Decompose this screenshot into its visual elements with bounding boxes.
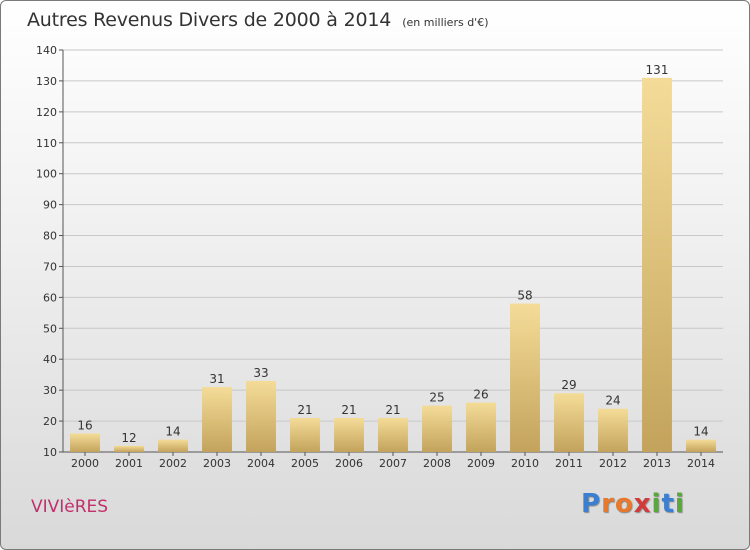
data-label: 21 bbox=[385, 403, 400, 417]
x-tick-label: 2006 bbox=[335, 457, 363, 470]
data-label: 29 bbox=[561, 378, 576, 392]
logo-letter: o bbox=[614, 489, 634, 519]
y-tick-label: 20 bbox=[43, 415, 57, 428]
data-label: 21 bbox=[341, 403, 356, 417]
y-tick-label: 10 bbox=[43, 446, 57, 459]
bar bbox=[158, 439, 188, 452]
y-tick-label: 30 bbox=[43, 384, 57, 397]
bar bbox=[422, 405, 452, 452]
bar bbox=[70, 433, 100, 452]
bar bbox=[246, 380, 276, 452]
y-tick-label: 80 bbox=[43, 230, 57, 243]
x-tick-label: 2011 bbox=[555, 457, 583, 470]
y-tick-label: 100 bbox=[36, 168, 57, 181]
x-tick-label: 2013 bbox=[643, 457, 671, 470]
x-tick-label: 2002 bbox=[159, 457, 187, 470]
bar bbox=[290, 417, 320, 452]
data-label: 131 bbox=[646, 63, 669, 77]
logo-letter: i bbox=[674, 489, 685, 519]
title-block: Autres Revenus Divers de 2000 à 2014 (en… bbox=[27, 9, 489, 31]
x-tick-label: 2008 bbox=[423, 457, 451, 470]
bar bbox=[598, 408, 628, 452]
bar bbox=[686, 439, 716, 452]
data-label: 25 bbox=[429, 391, 444, 405]
x-tick-label: 2009 bbox=[467, 457, 495, 470]
x-tick-label: 2003 bbox=[203, 457, 231, 470]
x-tick-label: 2012 bbox=[599, 457, 627, 470]
data-label: 31 bbox=[209, 372, 224, 386]
data-label: 21 bbox=[297, 403, 312, 417]
y-tick-label: 90 bbox=[43, 199, 57, 212]
y-tick-label: 120 bbox=[36, 106, 57, 119]
y-tick-label: 60 bbox=[43, 291, 57, 304]
x-tick-label: 2004 bbox=[247, 457, 275, 470]
x-tick-label: 2010 bbox=[511, 457, 539, 470]
data-label: 16 bbox=[77, 418, 92, 432]
bar bbox=[510, 303, 540, 452]
y-tick-label: 40 bbox=[43, 353, 57, 366]
data-label: 14 bbox=[165, 425, 180, 439]
data-label: 33 bbox=[253, 366, 268, 380]
bar bbox=[334, 417, 364, 452]
x-tick-label: 2007 bbox=[379, 457, 407, 470]
x-tick-label: 2005 bbox=[291, 457, 319, 470]
data-label: 26 bbox=[473, 388, 488, 402]
y-tick-label: 70 bbox=[43, 260, 57, 273]
data-label: 12 bbox=[121, 431, 136, 445]
y-tick-label: 110 bbox=[36, 137, 57, 150]
y-tick-label: 130 bbox=[36, 75, 57, 88]
bar bbox=[642, 77, 672, 452]
bar bbox=[202, 387, 232, 452]
logo-letter: t bbox=[661, 489, 675, 519]
logo-letter: r bbox=[601, 489, 615, 519]
data-label: 58 bbox=[517, 289, 532, 303]
logo-letter: P bbox=[581, 489, 602, 519]
bar bbox=[466, 402, 496, 452]
chart-subtitle: (en milliers d'€) bbox=[402, 16, 489, 29]
place-name: VIVIèRES bbox=[31, 497, 109, 517]
proxiti-logo[interactable]: Proxiti bbox=[581, 489, 685, 519]
logo-letter: x bbox=[633, 489, 652, 519]
x-tick-label: 2014 bbox=[687, 457, 715, 470]
data-label: 14 bbox=[693, 425, 708, 439]
chart-title: Autres Revenus Divers de 2000 à 2014 bbox=[27, 9, 392, 31]
y-tick-label: 140 bbox=[36, 44, 57, 57]
bar bbox=[378, 417, 408, 452]
bar bbox=[114, 445, 144, 452]
data-label: 24 bbox=[605, 394, 620, 408]
bar bbox=[554, 393, 584, 452]
y-tick-label: 50 bbox=[43, 322, 57, 335]
logo-letter: i bbox=[651, 489, 662, 519]
x-tick-label: 2001 bbox=[115, 457, 143, 470]
x-tick-label: 2000 bbox=[71, 457, 99, 470]
